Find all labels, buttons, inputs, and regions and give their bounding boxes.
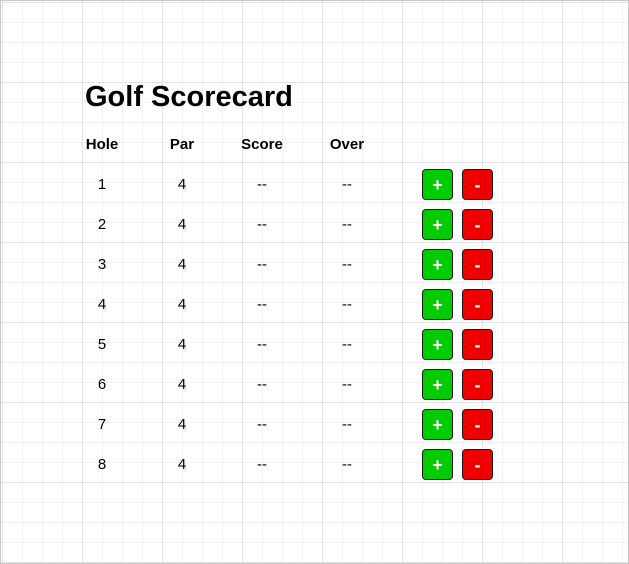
hole-par: 4 — [177, 416, 187, 433]
hole-score: -- — [257, 256, 267, 273]
hole-over: -- — [342, 336, 352, 353]
hole-number: 5 — [97, 336, 107, 353]
hole-number: 6 — [97, 376, 107, 393]
decrease-score-button[interactable]: - — [462, 369, 493, 400]
decrease-score-button[interactable]: - — [462, 329, 493, 360]
decrease-score-button[interactable]: - — [462, 249, 493, 280]
hole-par: 4 — [177, 296, 187, 313]
hole-par: 4 — [177, 376, 187, 393]
column-header-hole: Hole — [85, 136, 119, 153]
column-header-over: Over — [329, 136, 365, 153]
column-header-par: Par — [169, 136, 195, 153]
increase-score-button[interactable]: + — [422, 369, 453, 400]
column-header-score: Score — [241, 136, 283, 153]
increase-score-button[interactable]: + — [422, 249, 453, 280]
increase-score-button[interactable]: + — [422, 169, 453, 200]
hole-par: 4 — [177, 176, 187, 193]
hole-number: 2 — [97, 216, 107, 233]
hole-par: 4 — [177, 216, 187, 233]
hole-over: -- — [342, 216, 352, 233]
decrease-score-button[interactable]: - — [462, 409, 493, 440]
hole-over: -- — [342, 376, 352, 393]
hole-number: 7 — [97, 416, 107, 433]
hole-row: 5 4 -- -- + - — [62, 329, 562, 369]
hole-score: -- — [257, 296, 267, 313]
hole-par: 4 — [177, 456, 187, 473]
hole-row: 8 4 -- -- + - — [62, 449, 562, 489]
hole-over: -- — [342, 296, 352, 313]
decrease-score-button[interactable]: - — [462, 209, 493, 240]
hole-score: -- — [257, 456, 267, 473]
increase-score-button[interactable]: + — [422, 209, 453, 240]
page-title: Golf Scorecard — [85, 81, 293, 113]
decrease-score-button[interactable]: - — [462, 449, 493, 480]
hole-over: -- — [342, 176, 352, 193]
hole-par: 4 — [177, 336, 187, 353]
hole-over: -- — [342, 456, 352, 473]
hole-row: 6 4 -- -- + - — [62, 369, 562, 409]
hole-number: 3 — [97, 256, 107, 273]
scorecard-rows: 1 4 -- -- + - 2 4 -- -- + - 3 4 -- -- + … — [62, 169, 562, 489]
increase-score-button[interactable]: + — [422, 449, 453, 480]
hole-score: -- — [257, 216, 267, 233]
hole-score: -- — [257, 416, 267, 433]
hole-par: 4 — [177, 256, 187, 273]
hole-over: -- — [342, 256, 352, 273]
increase-score-button[interactable]: + — [422, 409, 453, 440]
hole-score: -- — [257, 336, 267, 353]
hole-over: -- — [342, 416, 352, 433]
increase-score-button[interactable]: + — [422, 289, 453, 320]
hole-score: -- — [257, 376, 267, 393]
decrease-score-button[interactable]: - — [462, 169, 493, 200]
hole-row: 4 4 -- -- + - — [62, 289, 562, 329]
decrease-score-button[interactable]: - — [462, 289, 493, 320]
scorecard-header: Hole Par Score Over — [62, 135, 562, 155]
increase-score-button[interactable]: + — [422, 329, 453, 360]
hole-score: -- — [257, 176, 267, 193]
hole-row: 7 4 -- -- + - — [62, 409, 562, 449]
hole-number: 4 — [97, 296, 107, 313]
hole-number: 8 — [97, 456, 107, 473]
hole-row: 1 4 -- -- + - — [62, 169, 562, 209]
hole-row: 3 4 -- -- + - — [62, 249, 562, 289]
hole-number: 1 — [97, 176, 107, 193]
hole-row: 2 4 -- -- + - — [62, 209, 562, 249]
